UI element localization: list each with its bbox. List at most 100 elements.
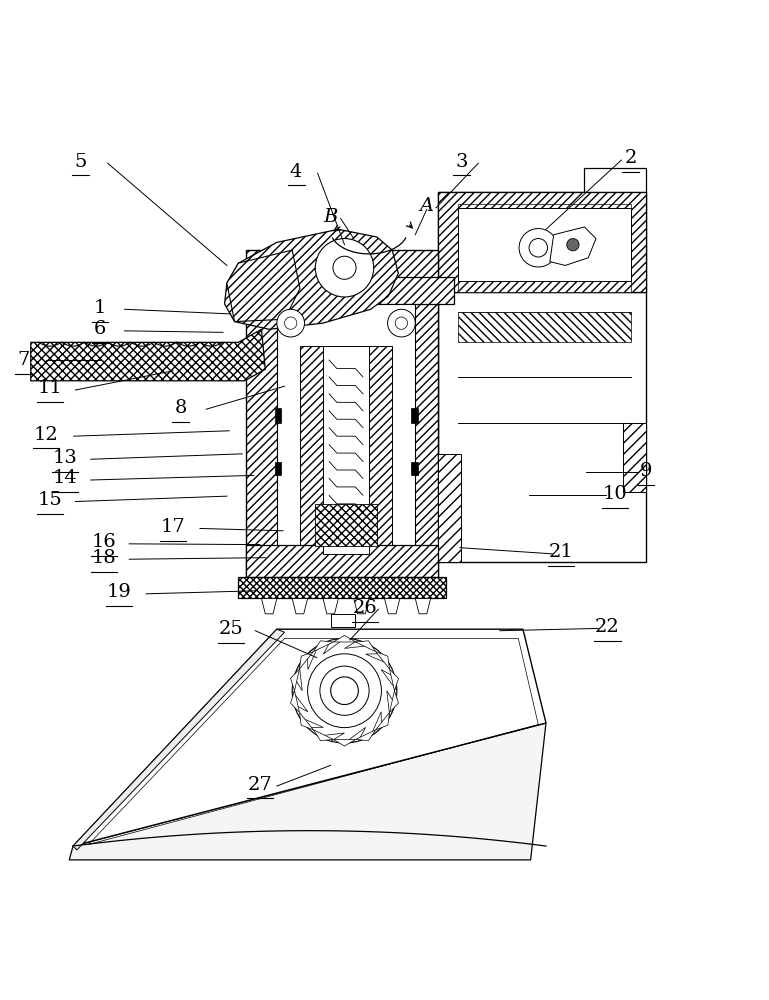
- Polygon shape: [371, 712, 381, 736]
- Circle shape: [388, 309, 415, 337]
- Polygon shape: [458, 208, 631, 281]
- Polygon shape: [261, 598, 277, 614]
- Polygon shape: [275, 462, 281, 475]
- Polygon shape: [299, 652, 313, 669]
- Text: 3: 3: [455, 153, 468, 171]
- Polygon shape: [334, 635, 355, 642]
- Polygon shape: [73, 629, 546, 846]
- Text: 11: 11: [38, 379, 62, 397]
- Polygon shape: [291, 691, 299, 712]
- Polygon shape: [318, 733, 345, 741]
- Text: 16: 16: [92, 533, 116, 551]
- Polygon shape: [313, 730, 334, 741]
- Polygon shape: [384, 598, 400, 614]
- Polygon shape: [300, 346, 392, 554]
- Circle shape: [529, 239, 548, 257]
- Text: 25: 25: [218, 620, 243, 638]
- Text: 1: 1: [94, 299, 106, 317]
- Text: 22: 22: [595, 618, 620, 636]
- Text: 17: 17: [161, 518, 185, 536]
- Polygon shape: [299, 712, 313, 730]
- Polygon shape: [294, 665, 302, 691]
- Text: 21: 21: [549, 543, 574, 561]
- Polygon shape: [69, 723, 546, 860]
- Polygon shape: [277, 304, 415, 562]
- Polygon shape: [623, 423, 646, 492]
- Polygon shape: [354, 598, 369, 614]
- Polygon shape: [438, 454, 461, 562]
- Polygon shape: [292, 598, 308, 614]
- Polygon shape: [73, 629, 285, 850]
- Circle shape: [331, 677, 358, 705]
- Text: 8: 8: [175, 399, 187, 417]
- Polygon shape: [415, 598, 431, 614]
- Text: 26: 26: [353, 599, 378, 617]
- Polygon shape: [313, 641, 334, 652]
- Circle shape: [285, 317, 297, 329]
- Text: 14: 14: [53, 469, 78, 487]
- Text: 19: 19: [107, 583, 131, 601]
- Circle shape: [395, 317, 408, 329]
- Polygon shape: [387, 691, 395, 717]
- Polygon shape: [308, 645, 318, 670]
- Text: 13: 13: [53, 449, 78, 467]
- Text: B: B: [324, 208, 338, 226]
- Polygon shape: [246, 250, 438, 577]
- Polygon shape: [246, 545, 438, 577]
- Text: 5: 5: [75, 153, 87, 171]
- Polygon shape: [355, 641, 376, 652]
- Text: 7: 7: [17, 351, 29, 369]
- Text: 15: 15: [38, 491, 62, 509]
- Polygon shape: [390, 691, 398, 712]
- Circle shape: [320, 666, 369, 715]
- Polygon shape: [376, 712, 390, 730]
- Text: 2: 2: [624, 149, 637, 167]
- Circle shape: [519, 229, 558, 267]
- Text: 10: 10: [603, 485, 628, 503]
- Polygon shape: [458, 204, 631, 292]
- Polygon shape: [458, 312, 631, 342]
- Polygon shape: [291, 669, 299, 691]
- Polygon shape: [227, 250, 300, 322]
- Polygon shape: [323, 598, 338, 614]
- Polygon shape: [231, 277, 454, 304]
- Polygon shape: [376, 652, 390, 669]
- Polygon shape: [292, 691, 308, 712]
- Circle shape: [333, 256, 356, 279]
- Polygon shape: [275, 408, 281, 423]
- Polygon shape: [355, 730, 376, 741]
- Polygon shape: [550, 227, 596, 265]
- Circle shape: [567, 239, 579, 251]
- Text: 12: 12: [34, 426, 58, 444]
- Circle shape: [277, 309, 305, 337]
- Text: A: A: [420, 197, 434, 215]
- Polygon shape: [584, 168, 646, 192]
- Circle shape: [308, 654, 381, 728]
- Polygon shape: [438, 192, 646, 292]
- Text: 18: 18: [92, 549, 116, 567]
- Circle shape: [292, 638, 397, 743]
- Polygon shape: [381, 670, 397, 691]
- Polygon shape: [323, 638, 345, 654]
- Polygon shape: [438, 292, 646, 562]
- Polygon shape: [345, 640, 371, 648]
- Polygon shape: [299, 717, 324, 728]
- Polygon shape: [315, 504, 377, 546]
- Polygon shape: [225, 229, 398, 329]
- Text: 4: 4: [290, 163, 302, 181]
- Polygon shape: [438, 192, 646, 292]
- Polygon shape: [323, 346, 369, 554]
- Polygon shape: [331, 614, 355, 627]
- Polygon shape: [334, 739, 355, 746]
- Polygon shape: [31, 329, 265, 381]
- Circle shape: [315, 239, 374, 297]
- Polygon shape: [411, 408, 418, 423]
- Polygon shape: [366, 654, 390, 665]
- Polygon shape: [411, 462, 418, 475]
- Text: 9: 9: [640, 462, 652, 480]
- Polygon shape: [345, 727, 366, 743]
- Polygon shape: [238, 577, 446, 598]
- Polygon shape: [390, 669, 398, 691]
- Text: 27: 27: [248, 776, 272, 794]
- Text: 6: 6: [94, 320, 106, 338]
